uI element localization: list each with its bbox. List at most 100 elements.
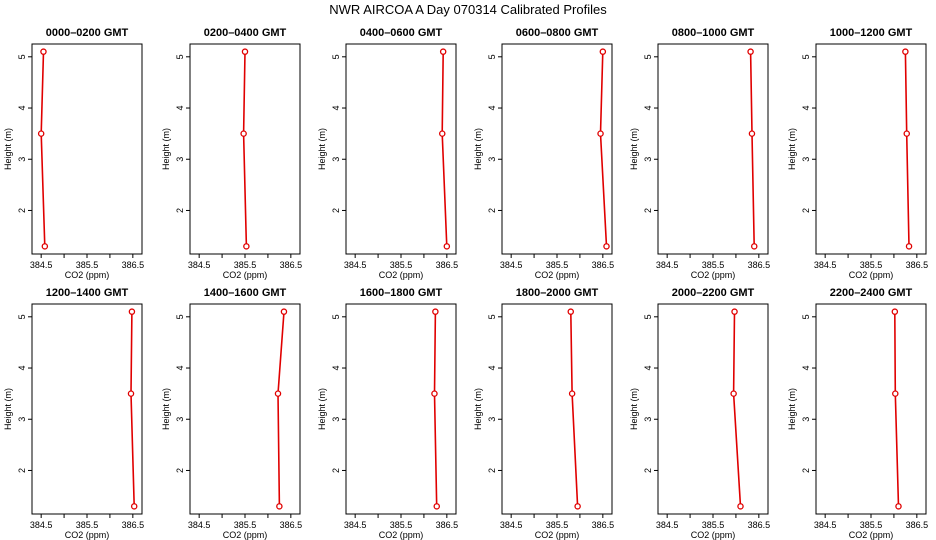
x-axis-label: CO2 (ppm): [379, 530, 424, 540]
profile-point: [737, 503, 744, 510]
panel-7: 1200–1400 GMT 384.5 385.5 386.5 2 3 4 5 CO2 (ppm…: [3, 287, 144, 540]
x-axis-label: CO2 (ppm): [65, 270, 110, 280]
plot-frame: [345, 303, 457, 515]
x-tick-label: 384.5: [30, 520, 53, 530]
profile-point: [443, 243, 451, 250]
plot-frame: [345, 43, 457, 255]
x-tick-label: 385.5: [76, 260, 99, 270]
panel-title: 0800–1000 GMT: [672, 27, 755, 39]
y-tick-label: 2: [17, 468, 27, 473]
x-axis-label: CO2 (ppm): [379, 270, 424, 280]
y-tick-label: 5: [175, 314, 185, 319]
y-axis-label: Height (m): [787, 388, 797, 430]
y-tick-label: 4: [175, 366, 185, 371]
y-tick-label: 3: [643, 157, 653, 162]
panel-title: 1600–1800 GMT: [360, 287, 443, 299]
x-tick-label: 384.5: [656, 520, 679, 530]
x-tick-label: 386.5: [122, 260, 145, 270]
panel-10: 1800–2000 GMT 384.5 385.5 386.5 2 3 4 5 CO2 (ppm…: [473, 287, 614, 540]
profile-line: [40, 51, 46, 247]
figure-title: NWR AIRCOA A Day 070314 Calibrated Profi…: [329, 2, 607, 17]
x-axis-label: CO2 (ppm): [223, 270, 268, 280]
y-axis-label: Height (m): [161, 388, 171, 430]
y-tick-label: 3: [175, 417, 185, 422]
x-tick-label: 386.5: [122, 520, 145, 530]
profile-point: [276, 503, 283, 510]
x-tick-label: 384.5: [188, 260, 211, 270]
x-axis-label: CO2 (ppm): [849, 530, 894, 540]
y-axis-label: Height (m): [317, 388, 327, 430]
x-tick-label: 384.5: [500, 260, 523, 270]
y-tick-label: 2: [331, 468, 341, 473]
y-tick-label: 2: [175, 208, 185, 213]
y-axis-label: Height (m): [161, 128, 171, 170]
x-axis-label: CO2 (ppm): [65, 530, 110, 540]
profile-line: [130, 311, 135, 507]
x-tick-label: 385.5: [234, 260, 257, 270]
y-tick-label: 4: [487, 106, 497, 111]
x-tick-label: 384.5: [344, 520, 367, 530]
panel-6: 1000–1200 GMT 384.5 385.5 386.5 2 3 4 5 CO2 (ppm…: [787, 27, 928, 280]
y-tick-label: 4: [175, 106, 185, 111]
plot-frame: [815, 43, 927, 255]
y-tick-label: 5: [17, 314, 27, 319]
profile-line: [433, 311, 438, 507]
y-tick-label: 4: [17, 366, 27, 371]
profile-point: [432, 308, 439, 315]
x-tick-label: 386.5: [748, 520, 771, 530]
y-tick-label: 4: [17, 106, 27, 111]
x-tick-label: 385.5: [234, 520, 257, 530]
plot-frame: [31, 303, 143, 515]
x-tick-label: 384.5: [30, 260, 53, 270]
x-tick-label: 386.5: [436, 520, 459, 530]
y-tick-label: 3: [331, 417, 341, 422]
x-axis-label: CO2 (ppm): [691, 270, 736, 280]
profile-point: [747, 48, 754, 55]
x-tick-label: 385.5: [702, 260, 725, 270]
y-tick-label: 4: [487, 366, 497, 371]
profile-point: [40, 48, 47, 55]
y-tick-label: 3: [175, 157, 185, 162]
profile-point: [433, 503, 440, 510]
y-tick-label: 5: [487, 314, 497, 319]
y-tick-label: 3: [801, 157, 811, 162]
x-tick-label: 385.5: [546, 260, 569, 270]
y-tick-label: 2: [643, 468, 653, 473]
profile-line: [441, 51, 448, 247]
plot-frame: [501, 303, 613, 515]
profile-point: [891, 308, 899, 315]
profile-point: [903, 130, 911, 137]
profile-point: [240, 130, 247, 137]
x-axis-label: CO2 (ppm): [223, 530, 268, 540]
y-tick-label: 3: [487, 157, 497, 162]
y-axis-label: Height (m): [3, 128, 13, 170]
profile-point: [438, 130, 446, 137]
x-tick-label: 385.5: [546, 520, 569, 530]
y-tick-label: 2: [801, 208, 811, 213]
x-axis-label: CO2 (ppm): [691, 530, 736, 540]
y-tick-label: 3: [17, 417, 27, 422]
plot-frame: [815, 303, 927, 515]
x-tick-label: 386.5: [592, 520, 615, 530]
y-tick-label: 4: [331, 106, 341, 111]
panel-11: 2000–2200 GMT 384.5 385.5 386.5 2 3 4 5 CO2 (ppm…: [629, 287, 770, 540]
profile-point: [41, 243, 49, 250]
y-axis-label: Height (m): [629, 388, 639, 430]
panel-9: 1600–1800 GMT 384.5 385.5 386.5 2 3 4 5 CO2 (ppm…: [317, 287, 458, 540]
y-tick-label: 2: [487, 468, 497, 473]
x-tick-label: 384.5: [344, 260, 367, 270]
panel-title: 0600–0800 GMT: [516, 27, 599, 39]
panel-8: 1400–1600 GMT 384.5 385.5 386.5 2 3 4 5 CO2 (ppm…: [161, 287, 302, 540]
profile-point: [128, 308, 136, 315]
profile-line: [732, 311, 742, 507]
y-tick-label: 2: [643, 208, 653, 213]
y-tick-label: 4: [331, 366, 341, 371]
x-tick-label: 386.5: [592, 260, 615, 270]
y-tick-label: 5: [175, 54, 185, 59]
panel-5: 0800–1000 GMT 384.5 385.5 386.5 2 3 4 5 CO2 (ppm…: [629, 27, 770, 280]
x-tick-label: 385.5: [390, 260, 413, 270]
profile-line: [570, 311, 579, 507]
y-tick-label: 2: [17, 208, 27, 213]
x-tick-label: 385.5: [702, 520, 725, 530]
profile-line: [277, 311, 285, 507]
